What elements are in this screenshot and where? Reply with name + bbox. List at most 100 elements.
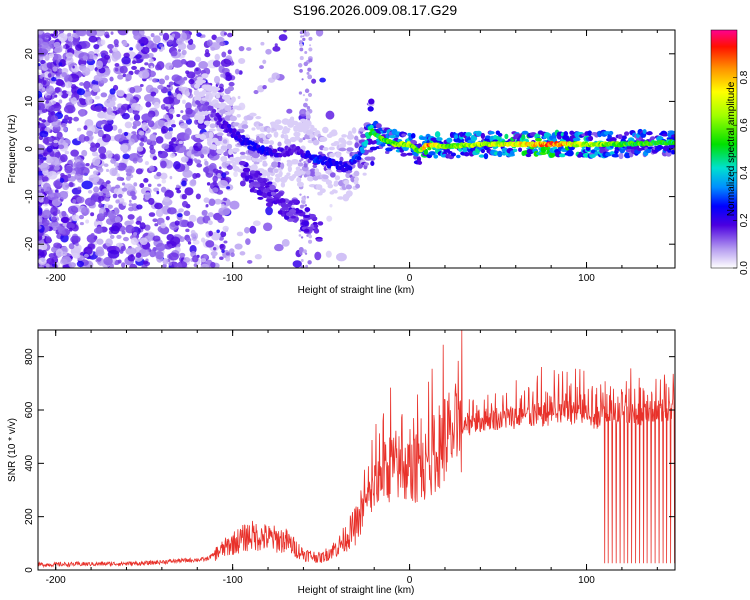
spectrogram-noise-cell [274,43,278,47]
spectrogram-energy-cell [277,210,284,215]
spectrogram-streak-cell [309,44,312,47]
spectrogram-streak-cell [300,35,303,38]
spectrogram-noise-cell [164,160,173,169]
spectrogram-noise-cell [76,88,86,96]
spectrogram-energy-cell [385,150,390,154]
spectrogram-noise-cell [78,108,86,117]
spectrogram-noise-cell [38,154,44,160]
spectrogram-noise-cell [185,107,193,115]
spectrogram-noise-cell [83,246,93,255]
spectrogram-noise-cell [259,65,264,70]
spectrogram-noise-cell [109,234,115,239]
spectrogram-cells [38,30,675,268]
spectrogram-energy-cell [609,151,615,155]
spectrogram-energy-cell [249,170,256,174]
spectrogram-noise-cell [107,249,120,259]
spectrogram-energy-cell [196,76,204,81]
spectrogram-noise-cell [38,96,46,104]
spectrogram-energy-cell [363,162,370,166]
spectrogram-energy-cell [257,196,264,200]
spectrogram-energy-cell [206,137,213,143]
spectrogram-energy-cell [197,115,206,120]
colorbar: 0.0 0.2 0.4 0.6 0.8 Normalized spectral ampl… [710,29,750,275]
spectrogram-noise-cell [114,67,119,72]
spectrogram-energy-cell [304,207,311,213]
spectrogram-noise-cell [184,127,192,136]
spectrogram-noise-cell [64,150,70,155]
spectrogram-noise-cell [171,33,176,38]
spectrogram-energy-cell [275,124,284,131]
spectrogram-noise-cell [167,39,174,45]
spectrogram-x-axis-label: Height of straight line (km) [298,285,415,296]
spectrogram-noise-cell [165,62,174,71]
spectrogram-noise-cell [159,32,164,36]
spectrogram-noise-cell [76,127,82,132]
spectrogram-energy-cell [274,176,281,183]
spectrogram-noise-cell [171,123,176,128]
spectrogram-noise-cell [63,74,73,84]
spectrogram-noise-cell [196,32,202,37]
spectrogram-energy-cell [367,106,374,112]
spectrogram-streak-cell [306,196,310,199]
spectrogram-noise-cell [147,183,152,188]
spectrogram-energy-cell [650,136,656,140]
spectrogram-noise-cell [71,214,80,222]
spectrogram-energy-cell [203,120,211,126]
spectrogram-noise-cell [100,39,106,46]
spectrogram-noise-cell [61,216,70,224]
spectrogram-noise-cell [326,215,333,222]
spectrogram-energy-cell [459,131,464,138]
spectrogram-streak-cell [297,63,303,68]
spectrogram-noise-cell [111,124,118,131]
spectrogram-noise-cell [146,139,152,143]
spectrogram-noise-cell [246,47,252,52]
spectrogram-energy-cell [447,150,453,154]
spectrogram-energy-cell [222,94,231,99]
spectrogram-energy-cell [608,130,614,136]
spectrogram-energy-cell [222,139,228,144]
spectrogram-noise-cell [173,160,181,170]
spectrogram-noise-cell [41,87,46,92]
spectrogram-ridge-cell [316,159,321,165]
spectrogram-streak-cell [303,61,309,67]
spectrogram-noise-cell [226,186,231,190]
spectrogram-noise-cell [44,55,50,61]
spectrogram-noise-cell [111,96,117,102]
spectrogram-noise-cell [123,236,129,242]
spectrogram-noise-cell [105,34,110,39]
spectrogram-noise-cell [190,233,196,238]
spectrogram-noise-cell [62,127,68,133]
spectrogram-noise-cell [45,236,52,244]
spectrogram-energy-cell [346,133,355,140]
spectrogram-noise-cell [60,233,69,243]
spectrogram-energy-cell [329,172,336,178]
spectrogram-noise-cell [236,231,244,237]
spectrogram-noise-cell [139,237,148,246]
spectrogram-noise-cell [115,184,121,189]
spectrogram-noise-cell [107,210,116,219]
spectrogram-energy-cell [339,156,344,162]
spectrogram-noise-cell [233,171,238,178]
spectrogram-energy-cell [224,105,232,112]
spectrogram-ridge-cell [299,149,304,155]
spectrogram-noise-cell [176,93,183,100]
spectrogram-noise-cell [180,32,187,42]
spectrogram-energy-cell [328,146,335,151]
spectrogram-noise-cell [55,248,64,258]
spectrogram-noise-cell [238,57,246,64]
snr-frame [37,329,676,571]
spectrogram-noise-cell [79,40,91,49]
spectrogram-streak-cell [302,201,306,205]
spectrogram-energy-cell [497,132,503,137]
spectrogram-noise-cell [109,263,115,268]
spectrogram-noise-cell [72,199,77,204]
spectrogram-energy-cell [280,182,286,188]
spectrogram-noise-cell [95,60,104,70]
spectrogram-noise-cell [98,203,104,209]
spectrogram-energy-cell [354,142,359,149]
spectrogram-noise-cell [94,48,100,54]
spectrogram-noise-cell [42,182,51,192]
spectrogram-energy-cell [483,153,489,160]
spectrogram-noise-cell [183,210,191,217]
spectrogram-noise-cell [105,191,111,198]
